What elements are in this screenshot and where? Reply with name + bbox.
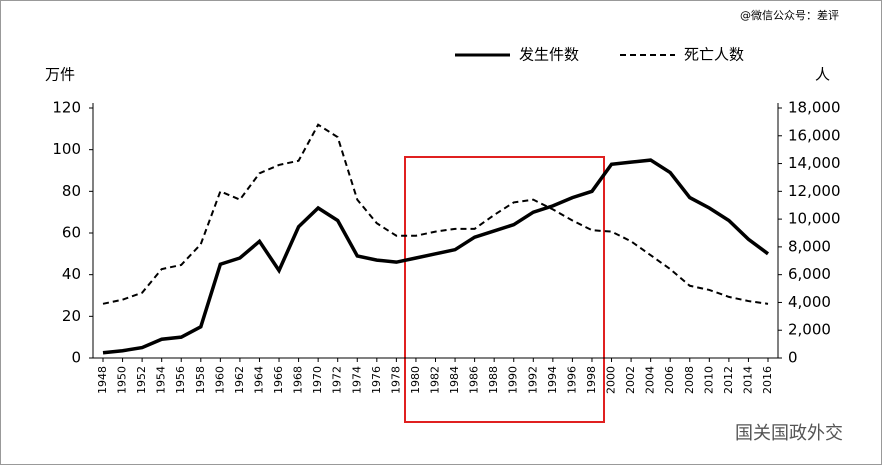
y2-axis-label: 人 — [815, 66, 830, 84]
x-tick-label: 1990 — [507, 366, 520, 394]
y-tick-label: 80 — [62, 182, 81, 200]
x-tick-label: 1988 — [487, 366, 500, 394]
y2-tick-label: 16,000 — [788, 126, 841, 144]
x-tick-label: 1994 — [546, 366, 559, 394]
x-tick-label: 1972 — [331, 366, 344, 394]
y2-tick-label: 0 — [788, 349, 798, 367]
y-tick-label: 20 — [62, 307, 81, 325]
x-tick-label: 2010 — [702, 366, 715, 394]
x-tick-label: 1980 — [409, 366, 422, 394]
x-tick-label: 1952 — [135, 366, 148, 394]
x-tick-label: 1968 — [292, 366, 305, 394]
x-tick-label: 2012 — [722, 366, 735, 394]
source: 国关国政外交 — [735, 423, 843, 444]
x-tick-label: 1948 — [96, 366, 109, 394]
x-tick-label: 2014 — [741, 366, 754, 394]
x-tick-label: 1960 — [213, 366, 226, 394]
x-tick-label: 2008 — [683, 366, 696, 394]
x-tick-label: 1964 — [252, 366, 265, 394]
y-tick-label: 40 — [62, 265, 81, 283]
y2-tick-label: 12,000 — [788, 182, 841, 200]
y2-tick-label: 14,000 — [788, 154, 841, 172]
x-tick-label: 1992 — [526, 366, 539, 394]
series-line — [102, 123, 769, 305]
y-tick-label: 120 — [52, 99, 81, 117]
x-tick-label: 1954 — [155, 366, 168, 394]
x-tick-label: 1970 — [311, 366, 324, 394]
series-line — [102, 158, 770, 355]
x-tick-label: 2006 — [663, 366, 676, 394]
y2-tick-label: 4,000 — [788, 293, 831, 311]
x-tick-label: 1966 — [272, 366, 285, 394]
x-tick-label: 1974 — [350, 366, 363, 394]
x-tick-label: 1982 — [429, 366, 442, 394]
x-tick-label: 1976 — [370, 366, 383, 394]
y-tick-label: 100 — [52, 140, 81, 158]
highlight-box — [404, 156, 605, 423]
legend-label: 死亡人数 — [684, 46, 744, 64]
y-tick-label: 60 — [62, 224, 81, 242]
x-tick-label: 1958 — [194, 366, 207, 394]
y2-tick-label: 2,000 — [788, 321, 831, 339]
y2-tick-label: 18,000 — [788, 99, 841, 117]
x-tick-label: 1956 — [174, 366, 187, 394]
x-tick-label: 2002 — [624, 366, 637, 394]
x-tick-label: 1986 — [468, 366, 481, 394]
x-tick-label: 1950 — [116, 366, 129, 394]
x-tick-label: 1984 — [448, 366, 461, 394]
y2-tick-label: 6,000 — [788, 265, 831, 283]
x-tick-label: 1978 — [389, 366, 402, 394]
x-tick-label: 2000 — [605, 366, 618, 394]
y2-tick-label: 8,000 — [788, 237, 831, 255]
watermark: @微信公众号：差评 — [740, 8, 839, 22]
x-tick-label: 1998 — [585, 366, 598, 394]
legend-label: 发生件数 — [519, 46, 579, 64]
y-axis-label: 万件 — [45, 66, 75, 84]
x-tick-label: 1996 — [565, 366, 578, 394]
y2-tick-label: 10,000 — [788, 210, 841, 228]
x-tick-label: 1962 — [233, 366, 246, 394]
x-tick-label: 2004 — [644, 366, 657, 394]
y-tick-label: 0 — [71, 349, 81, 367]
x-tick-label: 2016 — [761, 366, 774, 394]
